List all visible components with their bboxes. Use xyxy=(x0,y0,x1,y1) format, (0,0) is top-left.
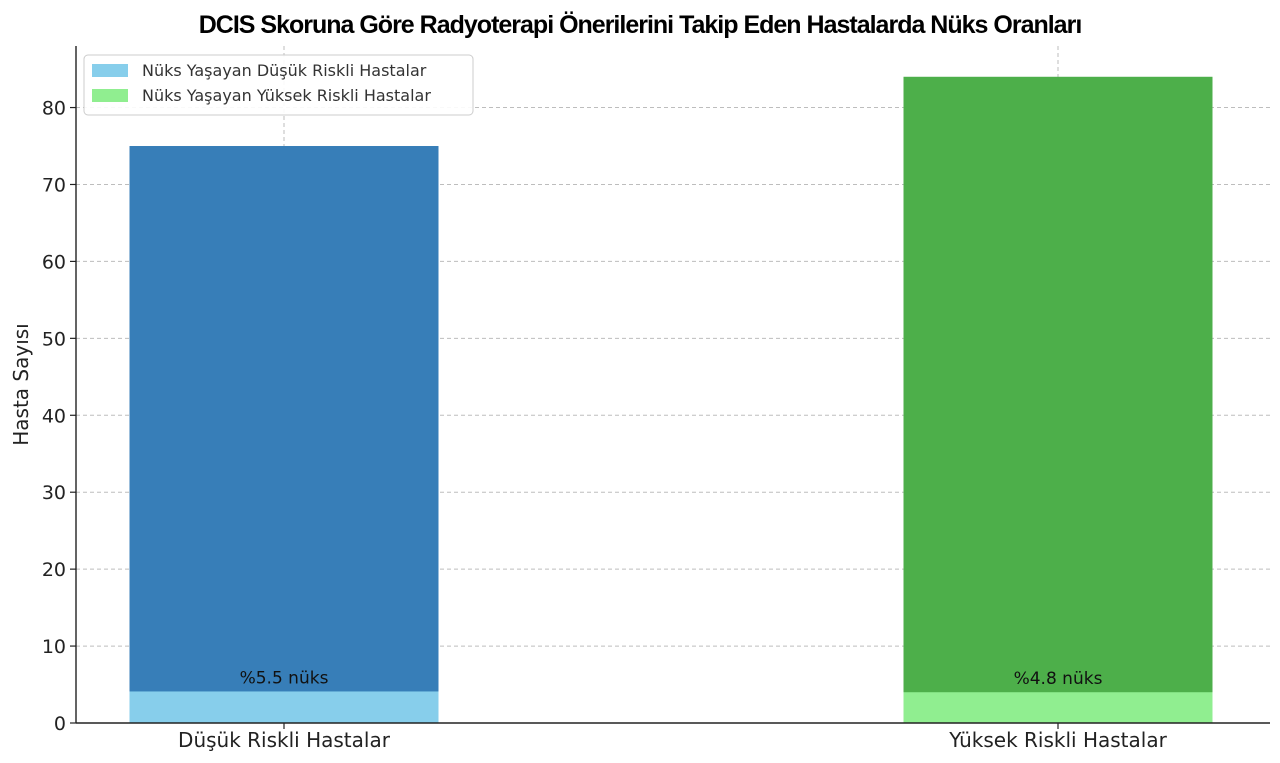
y-tick-label: 30 xyxy=(42,482,66,504)
y-tick-label: 0 xyxy=(54,713,66,735)
legend-box xyxy=(83,54,474,116)
legend: Nüks Yaşayan Düşük Riskli Hastalar Nüks Y… xyxy=(83,54,474,116)
bar-annotation: %4.8 nüks xyxy=(1014,669,1103,689)
bars: %5.5 nüks %4.8 nüks xyxy=(129,76,1213,724)
legend-swatch xyxy=(92,64,128,77)
y-tick-label: 60 xyxy=(42,251,66,273)
x-tick-label: Düşük Riskli Hastalar xyxy=(178,728,391,752)
bar-recurrence xyxy=(129,691,439,723)
y-tick-label: 50 xyxy=(42,328,66,350)
bar-total xyxy=(129,146,439,724)
bar-total xyxy=(903,76,1213,724)
bar-annotation: %5.5 nüks xyxy=(240,668,329,688)
chart-title: DCIS Skoruna Göre Radyoterapi Önerilerin… xyxy=(199,10,1082,39)
y-tick-label: 20 xyxy=(42,559,66,581)
y-tick-label: 10 xyxy=(42,636,66,658)
y-axis-label: Hasta Sayısı xyxy=(9,323,33,446)
bar-recurrence xyxy=(903,692,1213,723)
y-tick-label: 70 xyxy=(42,174,66,196)
y-tick-label: 80 xyxy=(42,98,66,120)
x-tick-label: Yüksek Riskli Hastalar xyxy=(948,728,1167,752)
legend-label: Nüks Yaşayan Yüksek Riskli Hastalar xyxy=(142,86,431,105)
y-tick-label: 40 xyxy=(42,405,66,427)
legend-label: Nüks Yaşayan Düşük Riskli Hastalar xyxy=(142,61,427,80)
legend-swatch xyxy=(92,89,128,102)
axes: 0 10 20 30 40 50 60 70 80 Düşük Riskli Hastalar Yü… xyxy=(42,46,1270,752)
